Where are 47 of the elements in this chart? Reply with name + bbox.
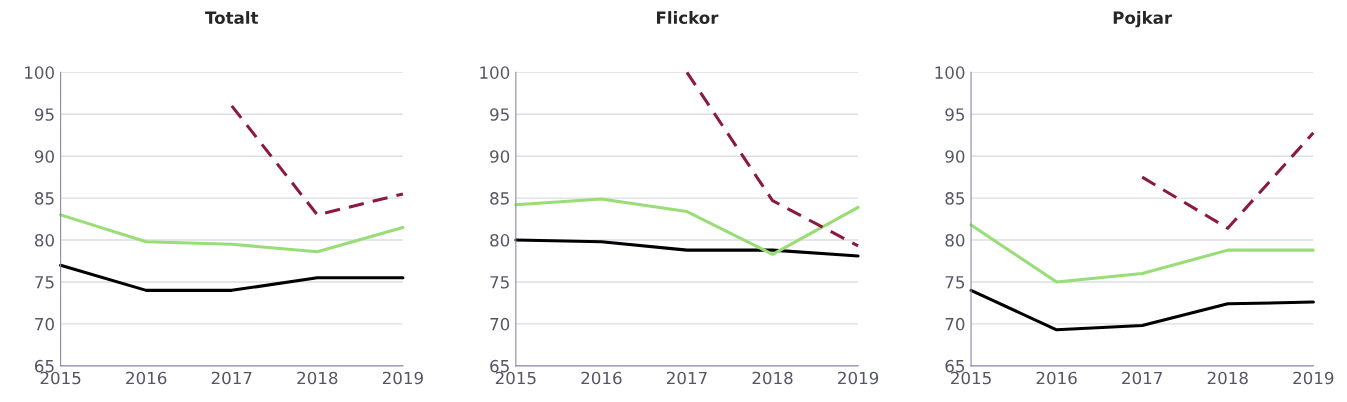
chart-title: Totalt — [205, 11, 259, 24]
y-tick-label: 80 — [945, 234, 965, 247]
y-tick-label: 70 — [945, 317, 965, 331]
x-tick-label: 2017 — [211, 371, 252, 385]
x-tick-label: 2018 — [1207, 371, 1248, 385]
y-tick-label: 100 — [935, 66, 965, 79]
y-tick-label: 100 — [25, 66, 54, 79]
y-tick-label: 80 — [34, 234, 54, 247]
y-tick-label: 85 — [34, 192, 54, 205]
y-tick-label: 85 — [945, 192, 965, 205]
y-tick-label: 70 — [490, 317, 510, 331]
y-tick-label: 65 — [35, 359, 54, 373]
chart-title: Flickor — [657, 11, 719, 24]
y-tick-label: 85 — [490, 192, 509, 205]
line-series — [969, 288, 1315, 332]
x-tick-label: 2019 — [838, 371, 879, 385]
line-series — [59, 213, 405, 254]
y-tick-label: 90 — [490, 150, 510, 163]
y-tick-label: 80 — [490, 234, 510, 247]
line-series — [514, 238, 860, 258]
y-tick-label: 65 — [945, 359, 965, 373]
x-tick-label: 2019 — [1293, 371, 1334, 385]
x-tick-label: 2016 — [126, 371, 167, 385]
y-tick-label: 90 — [945, 150, 965, 163]
y-tick-label: 75 — [490, 276, 509, 289]
chart-title: Pojkar — [1113, 11, 1173, 28]
y-tick-label: 100 — [480, 66, 510, 79]
y-tick-label: 65 — [490, 359, 509, 373]
x-tick-label: 2015 — [40, 371, 81, 385]
x-tick-label: 2015 — [951, 371, 991, 385]
y-tick-label: 90 — [34, 150, 54, 163]
x-tick-label: 2018 — [752, 371, 793, 385]
y-tick-label: 95 — [490, 108, 509, 121]
x-tick-label: 2015 — [495, 371, 536, 385]
y-tick-label: 70 — [35, 317, 54, 331]
y-tick-label: 75 — [35, 276, 54, 289]
y-tick-label: 75 — [945, 276, 965, 289]
x-tick-label: 2016 — [1036, 371, 1077, 385]
x-tick-label: 2016 — [581, 371, 622, 385]
y-tick-label: 95 — [34, 108, 54, 121]
x-tick-label: 2017 — [1122, 371, 1162, 385]
y-tick-label: 95 — [945, 108, 965, 121]
x-tick-label: 2017 — [666, 371, 707, 385]
x-tick-label: 2018 — [297, 371, 338, 385]
x-tick-label: 2019 — [382, 371, 423, 385]
line-series — [514, 197, 860, 256]
line-series — [969, 223, 1315, 284]
